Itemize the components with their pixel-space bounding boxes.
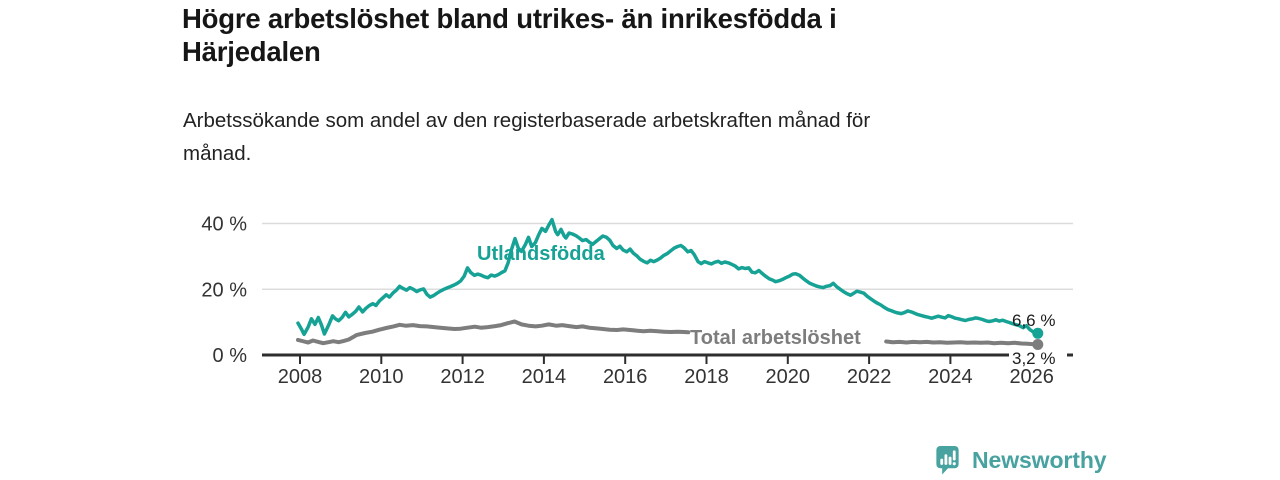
series-label-utlandsfodda: Utlandsfödda: [477, 243, 606, 265]
series-line-utlandsfodda: [296, 217, 1040, 337]
chart-subtitle: Arbetssökande som andel av den registerb…: [183, 109, 871, 165]
end-value-label-utlandsfodda: 6,6 %: [1012, 311, 1055, 330]
bar-small-icon: [940, 458, 944, 465]
series-label-total-arbetsloshet: Total arbetslöshet: [690, 327, 861, 349]
x-tick-label-2024: 2024: [928, 366, 973, 388]
exclamation-dot-icon: [952, 462, 956, 466]
bar-tall-icon: [944, 454, 948, 465]
x-tick-label-2020: 2020: [766, 366, 811, 388]
series-line-total-arbetsloshet-1: [296, 319, 691, 346]
x-tick-label-2014: 2014: [522, 366, 567, 388]
x-tick-label-2008: 2008: [278, 366, 323, 388]
x-tick-label-2016: 2016: [603, 366, 648, 388]
y-tick-label-0: 0 %: [213, 345, 248, 367]
y-tick-label-20: 20 %: [201, 279, 247, 301]
chart-title: Högre arbetslöshet bland utrikes- än inr…: [182, 3, 837, 67]
end-dot-utlandsfodda: [1032, 327, 1044, 339]
exclamation-bar-icon: [952, 450, 956, 461]
speech-bubble-shape: [936, 445, 959, 475]
bar-medium-icon: [948, 456, 952, 465]
newsworthy-wordmark: Newsworthy: [972, 447, 1107, 473]
newsworthy-branding: Newsworthy: [932, 444, 1107, 477]
x-tick-label-2026: 2026: [1009, 366, 1054, 388]
x-tick-label-2022: 2022: [847, 366, 892, 388]
newsworthy-logo-icon: [936, 445, 959, 475]
y-tick-label-40: 40 %: [201, 214, 247, 236]
series-line-total-arbetsloshet-2: [884, 339, 1040, 347]
x-tick-label-2010: 2010: [359, 366, 404, 388]
end-dot-total-arbetsloshet: [1032, 338, 1044, 350]
end-value-label-total-arbetsloshet: 3,2 %: [1012, 349, 1055, 368]
x-tick-label-2018: 2018: [684, 366, 729, 388]
end-label-backdrop-total-arbetsloshet: [1009, 350, 1067, 367]
x-tick-label-2012: 2012: [440, 366, 485, 388]
